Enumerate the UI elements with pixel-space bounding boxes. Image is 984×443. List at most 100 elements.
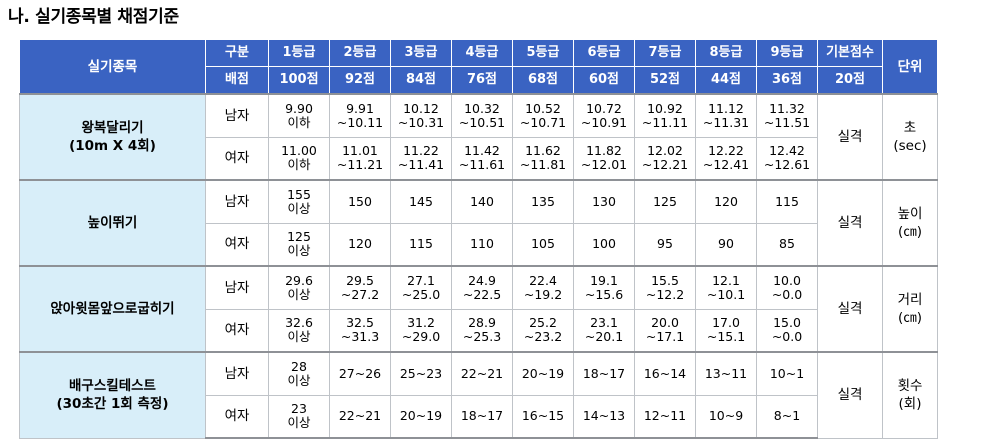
- score-cell-text: ~11.61: [458, 157, 506, 173]
- score-cell: 9.90 이하: [268, 93, 330, 138]
- unit-cell-text: 높이: [897, 206, 923, 222]
- header-points: 60점: [573, 66, 635, 95]
- sex-label: 남자: [205, 179, 269, 224]
- score-cell-text: 115: [409, 236, 433, 252]
- header-grade-text: 1등급: [282, 45, 316, 60]
- score-cell-text: ~11.31: [702, 114, 750, 130]
- score-cell: 18~17: [451, 394, 513, 439]
- score-cell: 11.01 ~11.21: [329, 136, 391, 181]
- score-cell-text: 110: [470, 236, 494, 252]
- score-cell-text: 130: [592, 193, 616, 209]
- score-cell: 105: [512, 222, 574, 267]
- score-cell-text: ~12.41: [702, 157, 750, 173]
- score-cell: 12~11: [634, 394, 696, 439]
- score-cell: 100: [573, 222, 635, 267]
- score-cell-text: 11.42: [464, 143, 500, 159]
- score-cell: 90: [695, 222, 757, 267]
- header-event-text: 실기종목: [87, 58, 138, 75]
- header-grade-text: 5등급: [526, 45, 560, 60]
- event-name: 배구스킬테스트 (30초간 1회 측정): [19, 351, 206, 439]
- score-cell-text: 이상: [287, 329, 311, 345]
- score-cell: 11.62 ~11.81: [512, 136, 574, 181]
- score-cell: 150: [329, 179, 391, 224]
- event-name-text: 왕복달리기: [81, 120, 144, 136]
- header-grade-text: 4등급: [465, 45, 499, 60]
- base-score-text: 실격: [837, 215, 863, 231]
- score-cell-text: 135: [531, 193, 555, 209]
- score-cell-text: 27~26: [338, 365, 382, 381]
- score-cell-text: 29.6: [285, 272, 313, 288]
- score-cell-text: ~12.2: [645, 286, 685, 302]
- header-grade: 3등급: [390, 39, 452, 67]
- event-name: 높이뛰기: [19, 179, 206, 267]
- section-title: 나. 실기종목별 채점기준: [8, 7, 179, 27]
- score-cell: 18~17: [573, 351, 635, 396]
- header-points: 68점: [512, 66, 574, 95]
- score-cell-text: ~12.21: [641, 157, 689, 173]
- score-cell-text: 23: [291, 401, 307, 417]
- score-cell: 23.1 ~20.1: [573, 308, 635, 353]
- table-row: 여자 23 이상 22~21 20~19 18~17 16~15 14~13 12~11 10~9…: [20, 394, 938, 439]
- score-cell-text: 10~1: [769, 365, 805, 381]
- header-grade-text: 7등급: [648, 45, 682, 60]
- score-cell-text: 이상: [287, 243, 311, 259]
- header-points-text: 100점: [279, 72, 319, 87]
- score-cell-text: ~0.0: [771, 329, 803, 345]
- score-cell-text: 90: [718, 236, 734, 252]
- header-points-label-text: 배점: [225, 72, 249, 87]
- header-points: 36점: [756, 66, 818, 95]
- score-cell-text: ~12.01: [580, 157, 628, 173]
- score-cell: 15.0 ~0.0: [756, 308, 818, 353]
- score-cell-text: 100: [592, 236, 616, 252]
- sex-label-text: 남자: [224, 107, 250, 124]
- score-cell: 110: [451, 222, 513, 267]
- score-cell: 20~19: [390, 394, 452, 439]
- score-cell-text: ~10.11: [336, 114, 384, 130]
- sex-label: 여자: [205, 308, 269, 353]
- score-cell-text: ~11.51: [763, 114, 811, 130]
- base-score: 실격: [817, 93, 883, 181]
- score-cell-text: 120: [714, 193, 738, 209]
- score-cell-text: 29.5: [346, 272, 374, 288]
- score-cell-text: ~23.2: [523, 329, 563, 345]
- header-points: 92점: [329, 66, 391, 95]
- base-score-text: 실격: [837, 129, 863, 145]
- score-cell-text: ~22.5: [462, 286, 502, 302]
- score-cell: 14~13: [573, 394, 635, 439]
- score-cell: 27.1 ~25.0: [390, 265, 452, 310]
- score-cell-text: 10.0: [773, 272, 801, 288]
- event-name: 앉아윗몸앞으로굽히기: [19, 265, 206, 353]
- score-cell: 95: [634, 222, 696, 267]
- score-cell-text: 20~19: [521, 365, 565, 381]
- score-cell: 11.12 ~11.31: [695, 93, 757, 138]
- score-cell: 32.6 이상: [268, 308, 330, 353]
- header-points-text: 60점: [588, 72, 620, 87]
- score-cell-text: 10~9: [708, 408, 744, 424]
- unit-cell-text: (회): [898, 396, 922, 413]
- event-name-text: 앉아윗몸앞으로굽히기: [50, 301, 175, 317]
- score-cell-text: 11.00: [281, 143, 317, 159]
- score-cell-text: ~11.41: [397, 157, 445, 173]
- score-cell: 10.0 ~0.0: [756, 265, 818, 310]
- base-score: 실격: [817, 265, 883, 353]
- score-cell: 115: [756, 179, 818, 224]
- header-grade: 1등급: [268, 39, 330, 67]
- base-score: 실격: [817, 351, 883, 439]
- unit-cell-text: 횟수: [897, 378, 923, 395]
- score-cell: 135: [512, 179, 574, 224]
- table-row: 배구스킬테스트 (30초간 1회 측정) 남자 28 이상 27~26 25~23 22~21…: [19, 351, 938, 439]
- header-points-text: 76점: [466, 72, 498, 87]
- score-cell: 24.9 ~22.5: [451, 265, 513, 310]
- sex-label-text: 남자: [224, 193, 250, 210]
- header-unit-text: 단위: [897, 58, 923, 75]
- score-cell: 10~1: [756, 351, 818, 396]
- table-row: 왕복달리기 (10m X 4회) 남자 9.90 이하 9.91 ~10.11 10.12 ~1…: [19, 93, 938, 181]
- score-cell-text: 12.42: [769, 143, 805, 159]
- table-row: 여자 32.6 이상 32.5 ~31.3 31.2 ~29.0 28.9 ~25.3 25.2 ~…: [20, 308, 938, 353]
- score-cell: 155 이상: [268, 179, 330, 224]
- score-cell: 10.52 ~10.71: [512, 93, 574, 138]
- score-cell-text: ~15.6: [584, 286, 624, 302]
- score-cell: 25.2 ~23.2: [512, 308, 574, 353]
- score-cell: 125 이상: [268, 222, 330, 267]
- score-cell: 10.92 ~11.11: [634, 93, 696, 138]
